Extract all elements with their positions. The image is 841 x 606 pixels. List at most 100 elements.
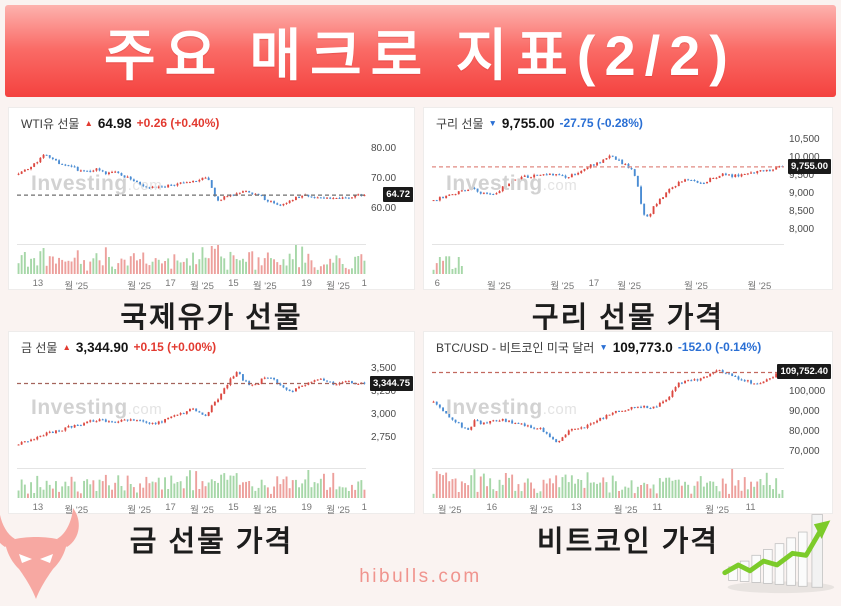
investing-watermark: Investing.com: [31, 396, 163, 419]
last-price-tag: 9,755.00: [788, 158, 831, 174]
last-price: 64.98: [97, 115, 132, 131]
x-tick-label: 월 '25: [252, 505, 277, 516]
x-tick-label: 13: [32, 502, 44, 513]
bull-icon: [0, 508, 79, 599]
chart-panel-copper: 구리 선물 ▼ 9,755.00 -27.75 (-0.28%) Investi…: [423, 107, 833, 292]
caption-copper: 구리 선물 가격: [531, 302, 725, 334]
x-tick-label: 1: [361, 278, 367, 289]
x-axis-labels: 월 '25 16 월 '25 13 월 '25 11 월 '25 11: [432, 500, 784, 516]
volume-bars: [432, 244, 784, 275]
instrument-name: WTI유 선물: [21, 116, 80, 131]
site-footer: hibulls.com: [359, 566, 482, 587]
instrument-name: 금 선물: [21, 340, 58, 355]
chart-panel-gold: 금 선물 ▲ 3,344.90 +0.15 (+0.00%) Investing…: [8, 331, 415, 516]
price-change: -152.0 (-0.14%): [677, 340, 762, 354]
caption-gold: 금 선물 가격: [129, 526, 294, 558]
x-axis-labels: 13 월 '25 월 '25 17 월 '25 15 월 '25 19 월 '25 1: [17, 276, 367, 292]
x-tick-label: 월 '25: [437, 505, 462, 516]
price-direction-arrow-icon: ▼: [599, 341, 608, 352]
x-tick-label: 13: [571, 502, 582, 513]
caption-bitcoin: 비트코인 가격: [536, 526, 720, 558]
y-tick-label: 10,000: [789, 152, 820, 164]
y-tick-label: 70.00: [371, 173, 397, 185]
x-tick-label: 월 '25: [326, 281, 350, 292]
instrument-name: 구리 선물: [436, 116, 484, 131]
x-tick-label: 월 '25: [64, 505, 89, 516]
x-tick-label: 월 '25: [550, 281, 575, 292]
x-tick-label: 월 '25: [747, 281, 772, 292]
y-tick-label: 9,500: [789, 169, 815, 181]
x-tick-label: 월 '25: [326, 505, 350, 516]
volume-bars: [432, 468, 784, 499]
y-axis-labels: 3,500 3,250 3,000 2,750 3,344.75: [366, 360, 414, 497]
volume-bars: [17, 244, 366, 275]
y-tick-label: 90,000: [789, 406, 820, 417]
y-tick-label: 10,500: [789, 134, 820, 146]
x-tick-label: 월 '25: [127, 505, 152, 516]
price-change: +0.26 (+0.40%): [136, 116, 220, 130]
y-tick-label: 60.00: [371, 203, 397, 215]
chart-panel-bitcoin: BTC/USD - 비트코인 미국 달러 ▼ 109,773.0 -152.0 …: [423, 331, 833, 516]
growth-chart-icon: [722, 514, 835, 594]
y-tick-label: 100,000: [789, 386, 826, 397]
x-tick-label: 월 '25: [190, 505, 214, 516]
x-tick-label: 월 '25: [64, 281, 89, 292]
x-tick-label: 월 '25: [613, 505, 638, 516]
y-tick-label: 3,500: [371, 363, 397, 375]
investing-watermark: Investing.com: [446, 396, 578, 419]
page-title: 주요 매크로 지표(2/2): [104, 23, 737, 87]
chart-panel-wti-oil: WTI유 선물 ▲ 64.98 +0.26 (+0.40%) Investing…: [8, 107, 415, 292]
x-tick-label: 15: [228, 502, 239, 513]
price-direction-arrow-icon: ▲: [62, 341, 71, 352]
last-price-tag: 3,344.75: [370, 375, 413, 391]
x-tick-label: 17: [165, 502, 176, 513]
price-change: -27.75 (-0.28%): [559, 116, 643, 130]
x-tick-label: 6: [434, 278, 440, 289]
y-tick-label: 80,000: [789, 426, 820, 437]
y-tick-label: 8,000: [789, 223, 815, 235]
y-axis-labels: 10,500 10,000 9,500 9,000 8,500 8,000 9,755.00: [784, 134, 832, 273]
chart-header: 구리 선물 ▼ 9,755.00 -27.75 (-0.28%): [436, 114, 828, 132]
chart-header: BTC/USD - 비트코인 미국 달러 ▼ 109,773.0 -152.0 …: [436, 338, 828, 356]
price-change: +0.15 (+0.00%): [133, 340, 217, 354]
x-tick-label: 17: [588, 278, 600, 289]
y-axis-labels: 100,000 90,000 80,000 70,000 109,752.40: [777, 360, 832, 497]
chart-area: Investing.com 월 '25 16 월 '25 13 월 '25 11 월 '25…: [432, 358, 784, 516]
y-tick-label: 3,250: [371, 386, 397, 398]
x-tick-label: 11: [652, 502, 663, 513]
x-tick-label: 1: [361, 502, 367, 513]
chart-area: Investing.com 6 월 '25 월 '25 17 월 '25 월 '25 월 '…: [432, 134, 784, 292]
header-banner: 주요 매크로 지표(2/2): [5, 5, 836, 97]
x-axis-labels: 6 월 '25 월 '25 17 월 '25 월 '25 월 '25: [432, 276, 784, 292]
x-tick-label: 16: [486, 502, 498, 513]
investing-watermark: Investing.com: [31, 172, 163, 195]
instrument-name: BTC/USD - 비트코인 미국 달러: [436, 340, 595, 355]
y-tick-label: 9,000: [789, 187, 815, 199]
chart-header: 금 선물 ▲ 3,344.90 +0.15 (+0.00%): [21, 338, 410, 356]
caption-oil: 국제유가 선물: [120, 302, 303, 334]
candlestick-plot: Investing.com: [432, 360, 784, 466]
x-tick-label: 월 '25: [529, 505, 553, 516]
x-axis-labels: 13 월 '25 월 '25 17 월 '25 15 월 '25 19 월 '25 1: [17, 500, 367, 516]
x-tick-label: 17: [165, 278, 176, 289]
candlestick-plot: Investing.com: [432, 136, 784, 242]
x-tick-label: 월 '25: [190, 281, 214, 292]
x-tick-label: 19: [301, 502, 312, 513]
last-price-tag: 109,752.40: [777, 364, 831, 380]
x-tick-label: 15: [228, 278, 239, 289]
x-tick-label: 월 '25: [486, 281, 511, 292]
last-price: 9,755.00: [501, 115, 555, 131]
y-axis-labels: 80.00 70.00 60.00 64.72: [366, 136, 414, 273]
last-price: 3,344.90: [75, 339, 129, 355]
last-price: 109,773.0: [612, 339, 673, 355]
x-tick-label: 11: [745, 502, 756, 513]
x-tick-label: 19: [301, 278, 312, 289]
chart-area: Investing.com 13 월 '25 월 '25 17 월 '25 15 월 '25…: [17, 134, 367, 292]
x-tick-label: 월 '25: [252, 281, 277, 292]
price-direction-arrow-icon: ▲: [84, 117, 93, 128]
investing-watermark: Investing.com: [446, 172, 578, 195]
price-direction-arrow-icon: ▼: [488, 117, 497, 128]
y-tick-label: 80.00: [371, 143, 397, 155]
chart-area: Investing.com 13 월 '25 월 '25 17 월 '25 15 월 '25…: [17, 358, 367, 516]
chart-header: WTI유 선물 ▲ 64.98 +0.26 (+0.40%): [21, 114, 410, 132]
